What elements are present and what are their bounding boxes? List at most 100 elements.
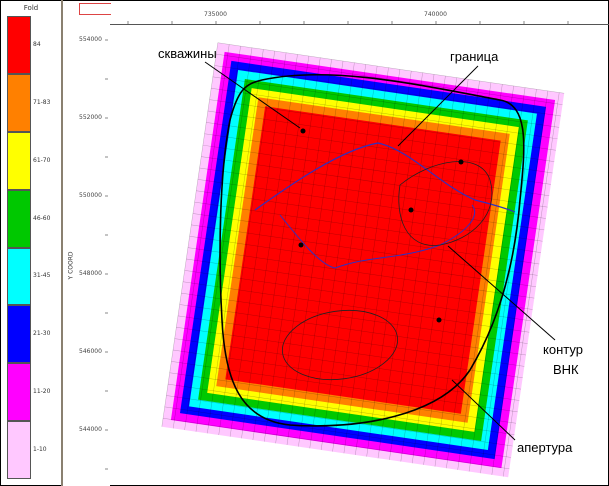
legend-label: 21-30: [33, 330, 51, 338]
grid-line: [355, 70, 412, 455]
grid-line: [468, 87, 526, 472]
well-marker[interactable]: [436, 317, 442, 323]
grid-line: [212, 76, 560, 128]
y-tick-label: 550000: [79, 192, 102, 199]
grid-line: [343, 69, 401, 454]
overview-corner: [61, 0, 111, 24]
leader-line: [397, 65, 479, 147]
grid-line: [187, 247, 535, 299]
y-tick-label: 544000: [79, 426, 102, 433]
grid-line: [423, 80, 480, 465]
label-boundary: граница: [450, 49, 499, 64]
grid-line: [252, 56, 310, 441]
legend-swatch: [7, 363, 31, 422]
grid-line: [218, 51, 275, 436]
grid-line: [446, 84, 503, 469]
legend-label: 1-10: [33, 446, 47, 454]
grid-line: [309, 64, 367, 449]
fold-grid: [161, 42, 565, 478]
leader-line: [451, 379, 516, 441]
grid-line: [174, 338, 522, 390]
well-marker[interactable]: [298, 242, 304, 248]
grid-line: [229, 52, 287, 437]
grid-line: [163, 418, 510, 470]
grid-line: [172, 349, 520, 401]
grid-line: [377, 74, 435, 459]
grid-line: [192, 213, 540, 265]
y-tick-label: 552000: [79, 114, 102, 121]
grid-line: [166, 395, 513, 447]
aperture-contour: [219, 73, 525, 427]
x-tick-label: 735000: [204, 11, 227, 18]
legend-label: 61-70: [33, 156, 51, 164]
grid-line: [191, 224, 538, 276]
grid-line: [389, 75, 446, 460]
grid-line: [189, 235, 536, 287]
owc-contour: [398, 161, 493, 246]
x-axis-panel: [108, 0, 609, 25]
grid-line: [194, 201, 541, 253]
grid-line: [177, 315, 525, 367]
leader-line: [204, 61, 301, 129]
grid-line: [298, 62, 355, 447]
label-wells: скважины: [158, 46, 217, 61]
grid-line: [164, 406, 512, 458]
well-marker[interactable]: [408, 207, 414, 213]
y-tick-label: 548000: [79, 270, 102, 277]
legend-label: 31-45: [33, 272, 51, 280]
boundary-line-lower: [279, 204, 476, 269]
grid-line: [400, 77, 458, 462]
grid-line: [167, 383, 515, 435]
grid-line: [176, 327, 523, 379]
well-marker[interactable]: [300, 128, 306, 134]
label-owc-2: ВНК: [553, 362, 579, 377]
overview-box[interactable]: [79, 3, 111, 15]
leader-line: [447, 245, 556, 341]
grid-line: [179, 304, 527, 356]
grid-line: [204, 133, 551, 185]
grid-line: [195, 47, 253, 432]
legend-label: 46-60: [33, 214, 51, 222]
grid-line: [161, 42, 219, 427]
grid-line: [184, 270, 532, 322]
legend-label: 84: [33, 40, 41, 48]
grid-line: [411, 79, 469, 464]
fold-band: [225, 106, 501, 414]
legend-swatch: [7, 73, 31, 132]
grid-line: [182, 281, 530, 333]
grid-line: [217, 42, 565, 94]
grid-line: [197, 179, 545, 231]
legend-swatch: [7, 189, 31, 248]
grid-line: [502, 92, 560, 477]
grid-line: [434, 82, 492, 467]
grid-line: [207, 110, 555, 162]
owc-contour-south: [281, 309, 399, 381]
grid-line: [491, 90, 549, 475]
x-tick-label: 740000: [424, 11, 447, 18]
grid-line: [286, 60, 344, 446]
grid-line: [211, 88, 558, 140]
grid-line: [186, 258, 533, 310]
grid-line: [263, 57, 321, 442]
grid-line: [206, 122, 553, 174]
grid-line: [457, 85, 514, 470]
label-owc-1: контур: [543, 342, 583, 357]
label-aperture: апертура: [517, 440, 573, 455]
legend-swatch: [7, 16, 31, 74]
y-tick-label: 554000: [79, 36, 102, 43]
grid-line: [196, 190, 543, 242]
legend-swatch: [7, 421, 31, 479]
grid-line: [214, 65, 561, 117]
legend-swatch: [7, 305, 31, 364]
grid-line: [169, 372, 517, 424]
legend-label: 71-83: [33, 98, 51, 106]
y-axis-panel: [61, 24, 110, 486]
fold-legend: Fold 84 71-83 61-70 46-60 31-45 21-30 11-20 1-1…: [1, 1, 61, 484]
grid-line: [320, 65, 378, 450]
well-marker[interactable]: [458, 159, 464, 165]
legend-swatch: [7, 131, 31, 190]
legend-swatch: [7, 247, 31, 306]
grid-line: [181, 292, 528, 344]
grid-line: [366, 72, 423, 457]
